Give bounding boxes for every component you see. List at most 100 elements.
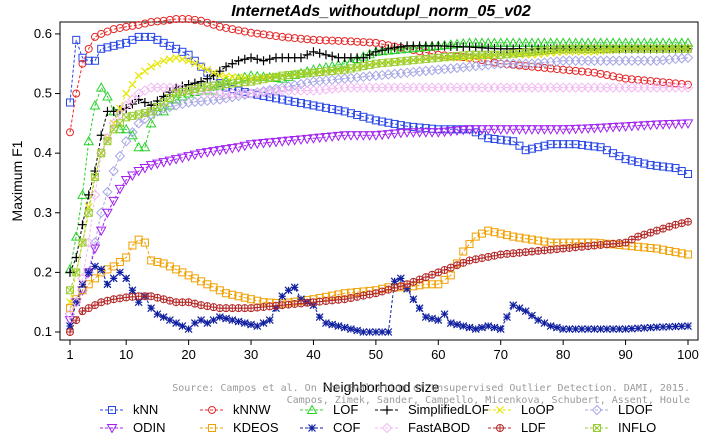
point-knn	[184, 50, 193, 59]
point-knnw	[172, 15, 181, 24]
point-fastabod	[682, 82, 694, 93]
point-inflo	[190, 85, 199, 94]
point-cof	[490, 323, 499, 332]
point-inflo-cross	[78, 238, 87, 247]
point-kdeos	[640, 243, 649, 252]
point-odin	[345, 131, 357, 141]
point-inflo	[159, 98, 168, 107]
point-inflo	[222, 80, 231, 88]
point-inflo	[453, 51, 462, 60]
point-odin	[520, 125, 532, 135]
point-ldf-cross	[191, 300, 199, 308]
point-cof	[190, 319, 199, 327]
point-simplifiedlof	[202, 74, 212, 84]
point-odin	[407, 128, 419, 138]
point-inflo	[209, 81, 218, 90]
point-knn	[509, 137, 518, 146]
point-inflo	[577, 44, 586, 53]
point-cof	[91, 262, 99, 271]
point-odin	[595, 123, 606, 134]
point-inflo	[396, 57, 405, 66]
legend-item-inflo: INFLO	[585, 420, 656, 434]
point-knnw	[284, 33, 293, 42]
point-odin	[139, 164, 151, 174]
y-axis-ticks: 0.1 0.2 0.3 0.4 0.5 0.6	[34, 26, 60, 339]
point-ldf-cross	[97, 298, 105, 306]
legend-label-knnw: kNNW	[233, 402, 271, 417]
point-inflo	[296, 69, 305, 78]
point-knn	[415, 123, 424, 132]
point-cof	[446, 319, 455, 327]
point-inflo	[565, 44, 574, 53]
point-knn	[478, 131, 486, 140]
point-fastabod	[77, 273, 88, 284]
point-odin	[320, 133, 332, 143]
point-odin	[445, 127, 457, 137]
legend-marker-odin	[106, 424, 118, 434]
point-ldf-cross	[478, 254, 486, 262]
point-knnw	[328, 36, 337, 45]
point-loop	[184, 56, 193, 65]
point-knn	[78, 53, 87, 62]
watermark-line-1: Source: Campos et al. On the Evaluation …	[172, 383, 690, 394]
point-knnw	[565, 66, 574, 75]
legend-label-lof: LOF	[333, 402, 358, 417]
point-odin	[514, 125, 525, 135]
point-ldof	[108, 165, 119, 177]
point-knn	[284, 96, 293, 105]
point-ldof	[277, 82, 288, 93]
series-line-inflo	[69, 48, 688, 291]
point-lof	[95, 82, 107, 92]
point-cof	[259, 319, 268, 327]
point-knn	[147, 32, 156, 41]
point-ldof	[682, 52, 694, 63]
point-ldf-cross	[653, 227, 661, 235]
point-ldf-cross	[197, 301, 205, 309]
watermark-line-2: Campos, Zimek, Sander, Campello, Micenko…	[287, 395, 690, 406]
point-knn	[115, 40, 124, 49]
series-layer	[64, 15, 694, 336]
point-simplifiedlof	[265, 54, 275, 64]
point-ldf-cross	[684, 218, 692, 226]
point-odin	[258, 139, 269, 149]
point-lof	[120, 123, 132, 134]
x-tick-label: 80	[556, 347, 570, 362]
series-line-fastabod	[69, 87, 688, 315]
point-odin	[645, 120, 656, 131]
point-inflo	[234, 78, 243, 87]
point-ldf-cross	[434, 268, 442, 276]
point-ldf-cross	[78, 307, 86, 315]
point-knn	[153, 35, 162, 44]
point-knnw	[184, 15, 193, 24]
x-tick-label: 20	[181, 347, 195, 362]
point-knnw	[84, 44, 93, 53]
point-simplifiedlof	[315, 48, 325, 58]
legend-item-ldof: LDOF	[585, 402, 653, 417]
point-knnw	[153, 17, 162, 26]
point-odin	[676, 119, 688, 130]
point-cof	[234, 317, 243, 326]
point-kdeos	[128, 241, 137, 250]
point-kdeos	[190, 274, 199, 283]
point-inflo	[559, 44, 568, 53]
point-lof	[83, 135, 95, 146]
point-ldf-cross	[85, 304, 93, 312]
legend-label-kdeos: KDEOS	[233, 420, 279, 434]
point-ldf-cross	[459, 259, 467, 267]
point-knn	[434, 125, 443, 134]
point-odin	[383, 130, 394, 140]
legend-label-inflo: INFLO	[618, 420, 656, 434]
point-knn	[409, 122, 418, 131]
point-cof	[627, 324, 636, 333]
point-ldof	[214, 94, 226, 105]
point-cof	[128, 286, 137, 295]
point-ldf-cross	[372, 289, 380, 297]
point-fastabod	[114, 109, 126, 120]
point-simplifiedlof	[390, 43, 400, 53]
point-cof	[521, 307, 530, 316]
point-knnw	[315, 36, 324, 45]
point-knn	[640, 159, 649, 168]
point-cof	[615, 325, 624, 333]
point-kdeos	[527, 235, 536, 244]
